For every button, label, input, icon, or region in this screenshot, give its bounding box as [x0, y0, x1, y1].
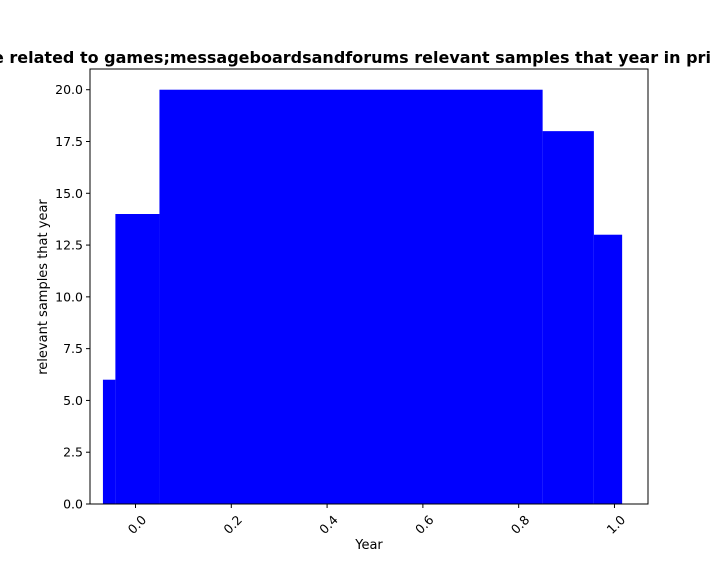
x-tick-label: 0.2: [220, 512, 245, 537]
x-axis-ticks: 0.0 0.2 0.4 0.6 0.8 1.0: [125, 504, 629, 537]
x-tick-label: 0.0: [125, 512, 150, 537]
y-tick-label: 10.0: [55, 289, 83, 304]
y-tick-label: 17.5: [55, 134, 83, 149]
bars-group: [102, 89, 623, 504]
y-axis-label: relevant samples that year: [36, 199, 51, 375]
plot-frame: [89, 68, 649, 505]
bar-3: [542, 131, 594, 504]
x-tick-label: 1.0: [604, 512, 629, 537]
y-tick-label: 15.0: [55, 186, 83, 201]
y-tick-label: 0.0: [63, 497, 83, 512]
x-tick-label: 0.8: [508, 512, 533, 537]
bar-4: [593, 234, 623, 504]
bar-1: [115, 214, 160, 504]
x-tick-label: 0.6: [412, 512, 437, 537]
bar-2: [159, 89, 543, 504]
y-tick-label: 12.5: [55, 238, 83, 253]
y-tick-label: 20.0: [55, 82, 83, 97]
y-tick-label: 7.5: [63, 341, 83, 356]
x-tick-label: 0.4: [316, 512, 341, 537]
y-tick-label: 2.5: [63, 445, 83, 460]
chart-title: re related to games;messageboardsandforu…: [0, 48, 711, 67]
x-axis-label: Year: [354, 538, 383, 553]
y-axis-ticks: 0.0 2.5 5.0 7.5 10.0 12.5 15.0 17.5 20.0: [55, 82, 90, 512]
y-tick-label: 5.0: [63, 393, 83, 408]
bar-0: [102, 379, 116, 504]
